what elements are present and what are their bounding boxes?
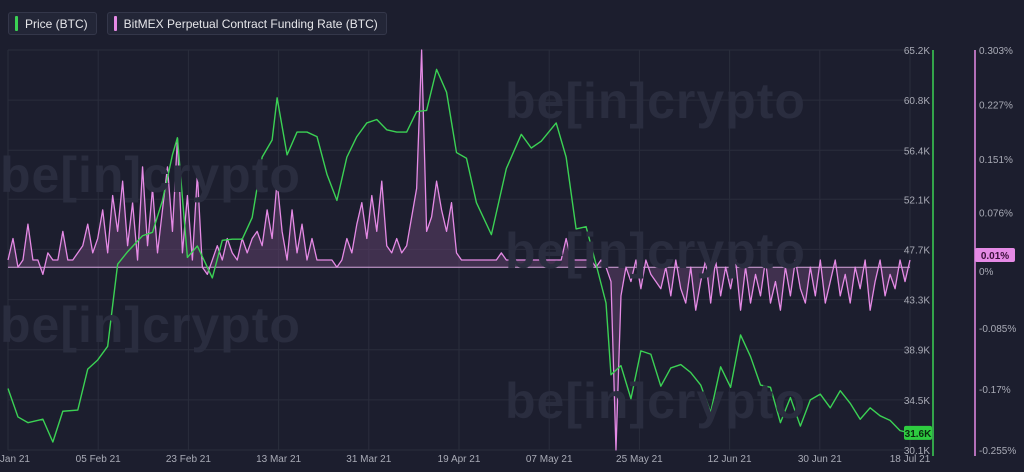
funding-tick-label: 0% — [979, 267, 994, 278]
funding-tick-label: 0.227% — [979, 100, 1013, 111]
price-tick-label: 30.1K — [904, 446, 930, 457]
funding-tick-label: -0.085% — [979, 324, 1016, 335]
funding-tick-label: 0.303% — [979, 46, 1013, 57]
funding-tick-label: -0.17% — [979, 385, 1011, 396]
legend-funding-label: BitMEX Perpetual Contract Funding Rate (… — [123, 16, 378, 31]
price-tick-label: 56.4K — [904, 146, 930, 157]
price-tick-label: 52.1K — [904, 195, 930, 206]
price-tick-label: 38.9K — [904, 346, 930, 357]
x-tick-label: 18 Jul 21 — [890, 454, 931, 465]
legend-price-label: Price (BTC) — [25, 16, 88, 31]
price-current-label: 31.6K — [905, 429, 932, 440]
funding-rate-area — [8, 50, 910, 450]
funding-swatch-icon — [113, 16, 117, 31]
funding-current-label: 0.01% — [981, 251, 1009, 262]
x-tick-label: 31 Mar 21 — [346, 454, 391, 465]
price-swatch-icon — [15, 16, 18, 31]
price-tick-label: 43.3K — [904, 296, 930, 307]
x-tick-label: 05 Feb 21 — [76, 454, 121, 465]
x-tick-label: 25 May 21 — [616, 454, 663, 465]
price-current-badge — [904, 425, 932, 440]
price-tick-label: 34.5K — [904, 396, 930, 407]
funding-tick-label: -0.255% — [979, 446, 1016, 457]
x-tick-label: 30 Jun 21 — [798, 454, 842, 465]
price-tick-label: 65.2K — [904, 46, 930, 57]
price-tick-label: 60.8K — [904, 96, 930, 107]
x-tick-label: 23 Feb 21 — [166, 454, 211, 465]
legend-item-funding-rate[interactable]: BitMEX Perpetual Contract Funding Rate (… — [106, 12, 387, 35]
funding-rate-line — [7, 49, 911, 451]
x-tick-label: 18 Jan 21 — [0, 454, 30, 465]
x-tick-label: 13 Mar 21 — [256, 454, 301, 465]
price-tick-label: 47.7K — [904, 245, 930, 256]
chart-legend: Price (BTC) BitMEX Perpetual Contract Fu… — [8, 12, 387, 35]
funding-current-badge — [975, 248, 1015, 263]
x-tick-label: 12 Jun 21 — [708, 454, 752, 465]
price-line — [7, 68, 911, 443]
legend-item-price[interactable]: Price (BTC) — [8, 12, 97, 35]
x-tick-label: 19 Apr 21 — [438, 454, 481, 465]
x-tick-label: 07 May 21 — [526, 454, 573, 465]
funding-tick-label: 0.151% — [979, 155, 1013, 166]
funding-tick-label: 0.076% — [979, 209, 1013, 220]
